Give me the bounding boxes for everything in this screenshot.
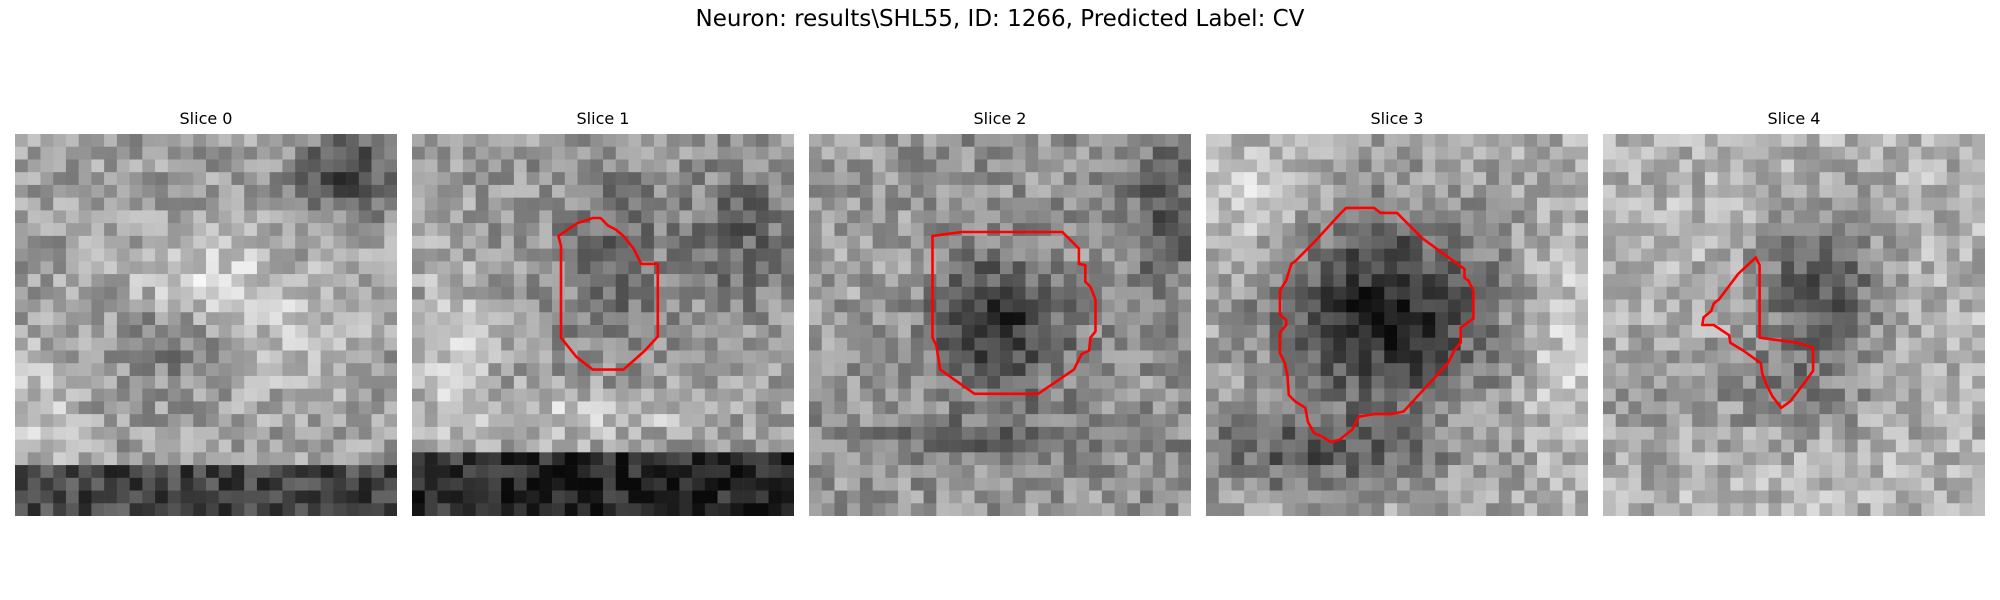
slice-image-2 [809,134,1191,516]
slice-panel-3: Slice 3 [1206,110,1588,516]
slice-image-3 [1206,134,1588,516]
slice-image-4 [1603,134,1985,516]
slice-title-2: Slice 2 [973,109,1027,128]
slice-title-3: Slice 3 [1370,109,1424,128]
figure-title: Neuron: results\SHL55, ID: 1266, Predict… [695,6,1305,32]
image-pixels [809,134,1191,516]
slice-image-0 [15,134,397,516]
segmentation-contour [1701,256,1815,410]
slice-panel-4: Slice 4 [1603,110,1985,516]
image-pixels [412,134,794,516]
slice-title-4: Slice 4 [1767,109,1821,128]
image-pixels [15,134,397,516]
slice-panel-1: Slice 1 [412,110,794,516]
image-pixels [1206,134,1588,516]
slice-title-0: Slice 0 [179,109,233,128]
image-pixels [1603,134,1985,516]
segmentation-contour [1278,206,1475,444]
slice-image-1 [412,134,794,516]
slice-panel-0: Slice 0 [15,110,397,516]
segmentation-contour [557,216,660,371]
segmentation-contour [931,230,1097,396]
slice-title-1: Slice 1 [576,109,630,128]
slice-panel-2: Slice 2 [809,110,1191,516]
